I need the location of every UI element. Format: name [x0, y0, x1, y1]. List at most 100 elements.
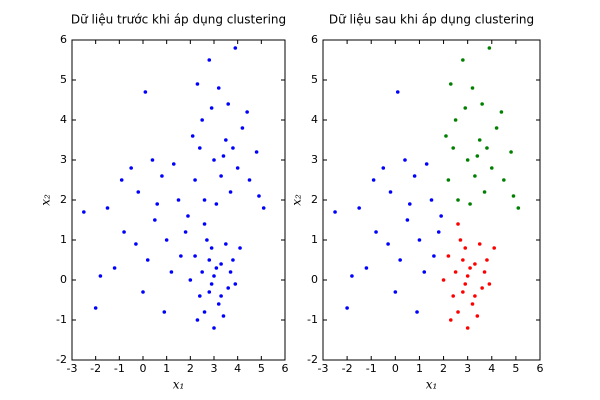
- point: [451, 294, 456, 298]
- y-tick-label: -2: [56, 353, 67, 366]
- y-tick-label: 4: [311, 113, 318, 126]
- x-tick-label: 2: [440, 362, 447, 375]
- point: [119, 178, 124, 182]
- point: [164, 238, 169, 242]
- point: [228, 190, 233, 194]
- x-tick-label: 0: [392, 362, 399, 375]
- point: [465, 158, 470, 162]
- point: [179, 254, 183, 258]
- point: [386, 242, 390, 246]
- point: [193, 178, 197, 182]
- y-tick-label: 5: [60, 73, 67, 86]
- y-tick-label: 3: [311, 153, 318, 166]
- point: [219, 174, 223, 178]
- point: [492, 246, 496, 250]
- point: [188, 278, 193, 282]
- point: [129, 166, 133, 170]
- x-tick-label: -1: [114, 362, 125, 375]
- point: [228, 270, 233, 274]
- point: [257, 194, 261, 198]
- point: [499, 110, 504, 114]
- point: [160, 174, 164, 178]
- point: [235, 166, 240, 170]
- point: [212, 158, 216, 162]
- point: [153, 218, 157, 222]
- point: [468, 202, 472, 206]
- point: [475, 154, 480, 158]
- x-tick-label: 1: [163, 362, 170, 375]
- point: [441, 278, 446, 282]
- point: [453, 118, 458, 122]
- point: [190, 134, 195, 138]
- point: [473, 294, 477, 298]
- x-axis-label: x₁: [426, 378, 438, 392]
- x-tick-label: 2: [187, 362, 194, 375]
- point: [502, 178, 506, 182]
- x-tick-label: -2: [90, 362, 101, 375]
- point: [150, 158, 155, 162]
- x-tick-label: 3: [464, 362, 471, 375]
- point: [202, 310, 207, 314]
- point: [224, 242, 228, 246]
- point: [463, 246, 468, 250]
- point: [477, 242, 482, 246]
- point: [198, 294, 202, 298]
- point: [200, 270, 204, 274]
- y-axis-label: x₂: [290, 194, 304, 206]
- point: [405, 218, 410, 222]
- point: [207, 290, 212, 294]
- point: [465, 274, 470, 278]
- y-tick-label: 0: [311, 273, 318, 286]
- point: [461, 58, 465, 62]
- y-tick-label: 0: [60, 273, 67, 286]
- point: [216, 302, 221, 306]
- point: [122, 230, 126, 234]
- point: [195, 318, 200, 322]
- point: [408, 202, 412, 206]
- point: [480, 102, 484, 106]
- point: [516, 206, 521, 210]
- point: [93, 306, 98, 310]
- point: [439, 214, 443, 218]
- point: [212, 274, 216, 278]
- point: [511, 194, 516, 198]
- point: [216, 86, 221, 90]
- point: [82, 210, 86, 214]
- point: [254, 150, 259, 154]
- point: [221, 154, 226, 158]
- point: [412, 174, 417, 178]
- point: [219, 262, 223, 266]
- point: [169, 270, 174, 274]
- point: [261, 206, 266, 210]
- point: [212, 326, 216, 330]
- point: [468, 266, 472, 270]
- point: [470, 302, 475, 306]
- y-tick-label: 3: [60, 153, 67, 166]
- point: [136, 190, 141, 194]
- point: [444, 134, 448, 138]
- point: [509, 150, 513, 154]
- point: [207, 58, 212, 62]
- point: [183, 230, 188, 234]
- point: [480, 286, 484, 290]
- chart-title: Dữ liệu sau khi áp dụng clustering: [329, 13, 534, 27]
- point: [186, 214, 190, 218]
- x-tick-label: 6: [537, 362, 544, 375]
- point: [473, 174, 477, 178]
- point: [200, 118, 204, 122]
- point: [214, 202, 219, 206]
- point: [458, 238, 463, 242]
- point: [393, 290, 398, 294]
- point: [231, 146, 235, 150]
- point: [461, 290, 465, 294]
- point: [388, 190, 393, 194]
- point: [345, 306, 349, 310]
- y-axis-label: x₂: [39, 194, 53, 206]
- y-tick-label: 6: [311, 33, 318, 46]
- point: [214, 266, 219, 270]
- chart-title: Dữ liệu trước khi áp dụng clustering: [71, 13, 286, 27]
- point: [432, 254, 436, 258]
- point: [155, 202, 159, 206]
- point: [233, 46, 238, 50]
- y-tick-label: 6: [60, 33, 67, 46]
